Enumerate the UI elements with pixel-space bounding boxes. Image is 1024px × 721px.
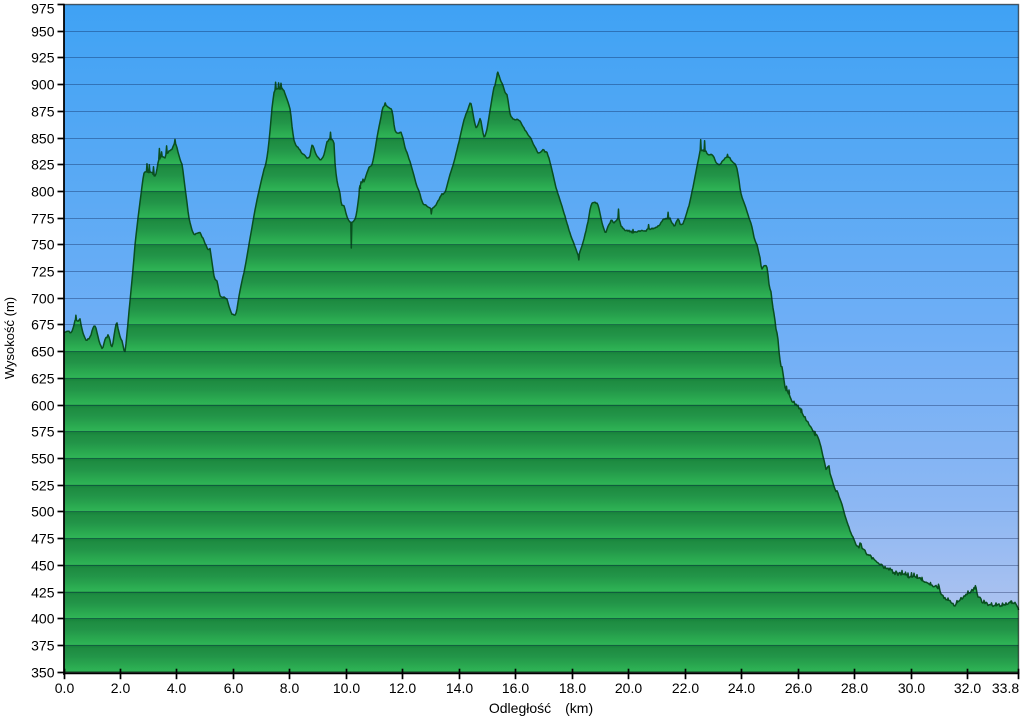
svg-text:975: 975 [31,0,55,16]
svg-text:22.0: 22.0 [672,680,699,696]
svg-text:20.0: 20.0 [615,680,642,696]
svg-text:950: 950 [31,24,55,40]
svg-text:30.0: 30.0 [898,680,925,696]
svg-text:6.0: 6.0 [224,680,244,696]
svg-text:12.0: 12.0 [389,680,416,696]
svg-text:550: 550 [31,451,55,467]
svg-text:725: 725 [31,264,55,280]
svg-text:14.0: 14.0 [446,680,473,696]
svg-text:675: 675 [31,317,55,333]
svg-text:24.0: 24.0 [728,680,755,696]
svg-text:825: 825 [31,157,55,173]
svg-text:0.0: 0.0 [55,680,75,696]
svg-text:28.0: 28.0 [841,680,868,696]
svg-text:425: 425 [31,585,55,601]
svg-text:875: 875 [31,104,55,120]
svg-text:32.0: 32.0 [954,680,981,696]
svg-text:Wysokość (m): Wysokość (m) [2,297,17,379]
svg-text:475: 475 [31,531,55,547]
svg-text:575: 575 [31,424,55,440]
svg-text:16.0: 16.0 [502,680,529,696]
svg-text:18.0: 18.0 [559,680,586,696]
svg-text:8.0: 8.0 [280,680,300,696]
svg-text:900: 900 [31,77,55,93]
svg-text:625: 625 [31,371,55,387]
svg-text:600: 600 [31,398,55,414]
svg-text:2.0: 2.0 [111,680,131,696]
svg-text:750: 750 [31,237,55,253]
svg-text:700: 700 [31,291,55,307]
svg-text:775: 775 [31,211,55,227]
svg-text:925: 925 [31,50,55,66]
svg-text:33.8: 33.8 [992,680,1019,696]
svg-text:4.0: 4.0 [167,680,187,696]
svg-text:500: 500 [31,504,55,520]
svg-text:400: 400 [31,611,55,627]
svg-text:26.0: 26.0 [785,680,812,696]
svg-text:525: 525 [31,478,55,494]
svg-text:350: 350 [31,665,55,681]
svg-text:450: 450 [31,558,55,574]
svg-text:10.0: 10.0 [333,680,360,696]
svg-text:375: 375 [31,638,55,654]
svg-text:Odległość (km): Odległość (km) [489,700,593,716]
svg-text:800: 800 [31,184,55,200]
svg-text:650: 650 [31,344,55,360]
svg-text:850: 850 [31,131,55,147]
